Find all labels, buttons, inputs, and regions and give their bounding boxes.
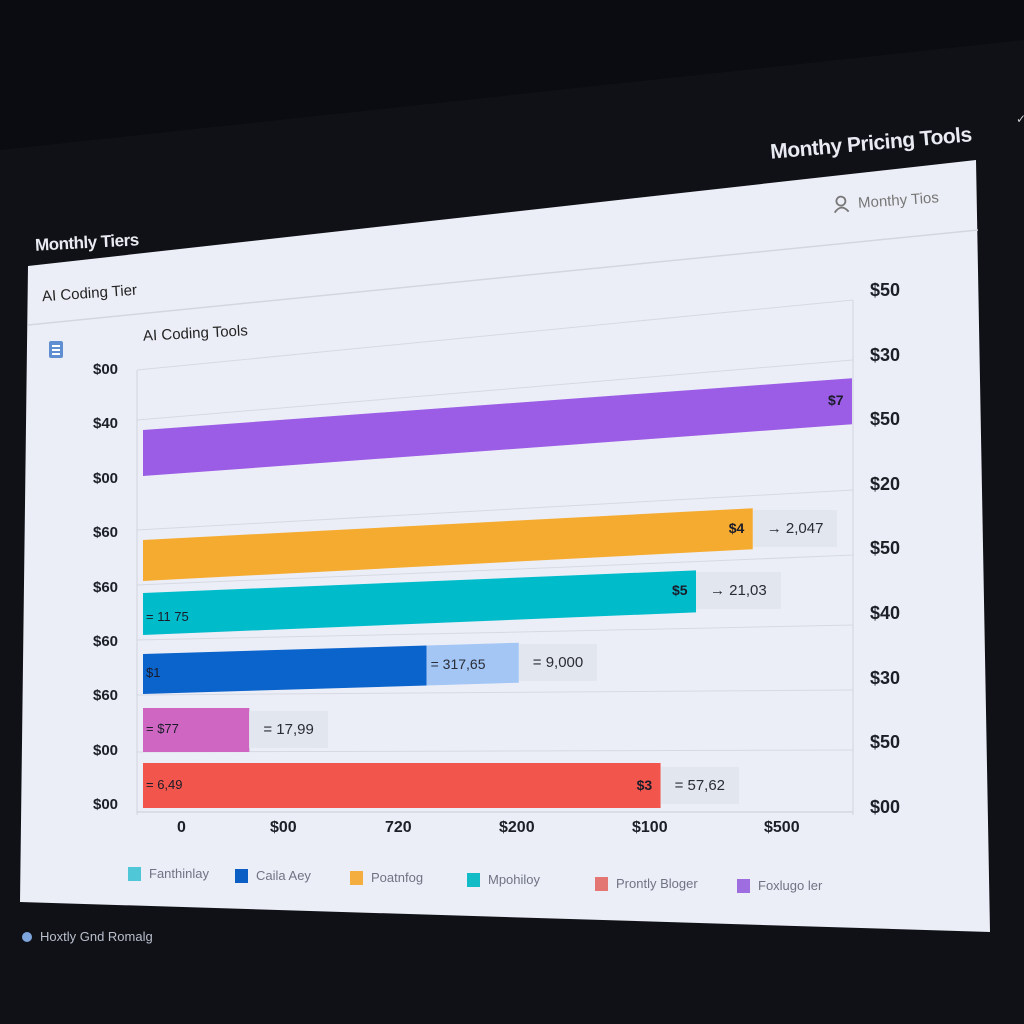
y-tick-right: $30 — [870, 667, 901, 688]
y-tick-left: $00 — [93, 796, 119, 814]
legend-item[interactable]: Prontly Bloger — [595, 876, 698, 891]
bar[interactable] — [143, 645, 427, 694]
footer-status-text: Hoxtly Gnd Romalg — [40, 929, 153, 944]
y-tick-right: $40 — [870, 603, 901, 623]
legend-swatch — [350, 870, 363, 885]
y-tick-right: $30 — [870, 344, 901, 365]
bar[interactable] — [143, 708, 250, 752]
legend-item[interactable]: Poatnfog — [350, 870, 423, 885]
legend-swatch — [467, 872, 480, 887]
y-tick-right: $50 — [870, 280, 901, 300]
gridline — [136, 359, 854, 421]
bar-end-label: $4 — [728, 519, 745, 536]
bar-end-label: $7 — [828, 392, 844, 409]
bar-value-label: = 57,62 — [660, 766, 740, 804]
bar-start-label: $1 — [146, 665, 161, 680]
panel-header-divider — [27, 229, 979, 326]
y-tick-left: $60 — [93, 633, 119, 650]
y-tick-right: $50 — [870, 538, 901, 559]
bar[interactable] — [143, 508, 753, 581]
y-tick-left: $60 — [93, 578, 119, 596]
y-tick-right: $50 — [870, 409, 901, 430]
bar-mid-label: = 317,65 — [430, 656, 486, 673]
status-dot-icon — [22, 931, 32, 942]
y-tick-left: $60 — [93, 524, 119, 542]
y-tick-right: $00 — [870, 796, 901, 817]
gridline — [136, 299, 854, 371]
bar[interactable] — [143, 378, 852, 476]
y-tick-left: $00 — [93, 741, 119, 759]
gridline — [136, 554, 854, 586]
legend-swatch — [128, 866, 141, 881]
document-icon[interactable] — [49, 341, 63, 358]
x-tick: 0 — [177, 819, 186, 836]
bar-start-label: = 11 75 — [146, 609, 189, 624]
bar-value-label: = 9,000 — [518, 643, 598, 681]
bar-end-label: $5 — [672, 582, 688, 599]
legend-item[interactable]: Foxlugo ler — [737, 878, 822, 893]
legend-item[interactable]: Caila Aey — [235, 868, 311, 883]
y-tick-left: $00 — [93, 361, 119, 378]
legend-item[interactable]: Mpohiloy — [467, 872, 540, 887]
bar-end-label: $3 — [636, 776, 653, 793]
legend-swatch — [235, 868, 248, 883]
bar-value-label: = 17,99 — [249, 711, 328, 748]
x-tick: $500 — [764, 819, 800, 836]
footer-status: Hoxtly Gnd Romalg — [22, 929, 153, 944]
legend-swatch — [595, 876, 608, 891]
legend-swatch — [737, 878, 750, 893]
bar-value-label: → 2,047 — [752, 509, 838, 547]
x-tick: 720 — [385, 819, 412, 836]
legend-label: Prontly Bloger — [616, 876, 698, 891]
bar[interactable] — [143, 570, 697, 635]
legend-label: Mpohiloy — [488, 872, 541, 887]
legend-label: Poatnfog — [371, 870, 424, 885]
corner-indicator-icon: ✓ — [1016, 112, 1024, 126]
user-icon — [833, 195, 850, 214]
bar-value-label: → 21,03 — [696, 572, 781, 610]
y-tick-left: $60 — [93, 687, 119, 705]
bar-segment[interactable] — [426, 642, 519, 686]
y-tick-left: $40 — [93, 415, 119, 433]
y-tick-right: $20 — [870, 473, 901, 494]
x-tick: $00 — [270, 819, 297, 836]
x-tick: $200 — [499, 819, 535, 836]
bar-start-label: = $77 — [146, 721, 179, 736]
bar[interactable] — [143, 763, 661, 808]
y-tick-left: $00 — [93, 469, 119, 487]
gridline — [136, 489, 854, 531]
x-tick: $100 — [632, 819, 668, 836]
legend-label: Foxlugo ler — [758, 878, 823, 893]
user-menu[interactable]: Monthy Tios — [832, 188, 940, 214]
gridline — [136, 689, 854, 696]
legend-item[interactable]: Fanthinlay — [128, 866, 209, 881]
legend-label: Caila Aey — [256, 868, 311, 883]
gridline — [136, 624, 854, 641]
y-tick-right: $50 — [870, 732, 901, 753]
gridline — [136, 749, 854, 753]
bar-start-label: = 6,49 — [146, 776, 183, 792]
legend-label: Fanthinlay — [149, 866, 209, 881]
